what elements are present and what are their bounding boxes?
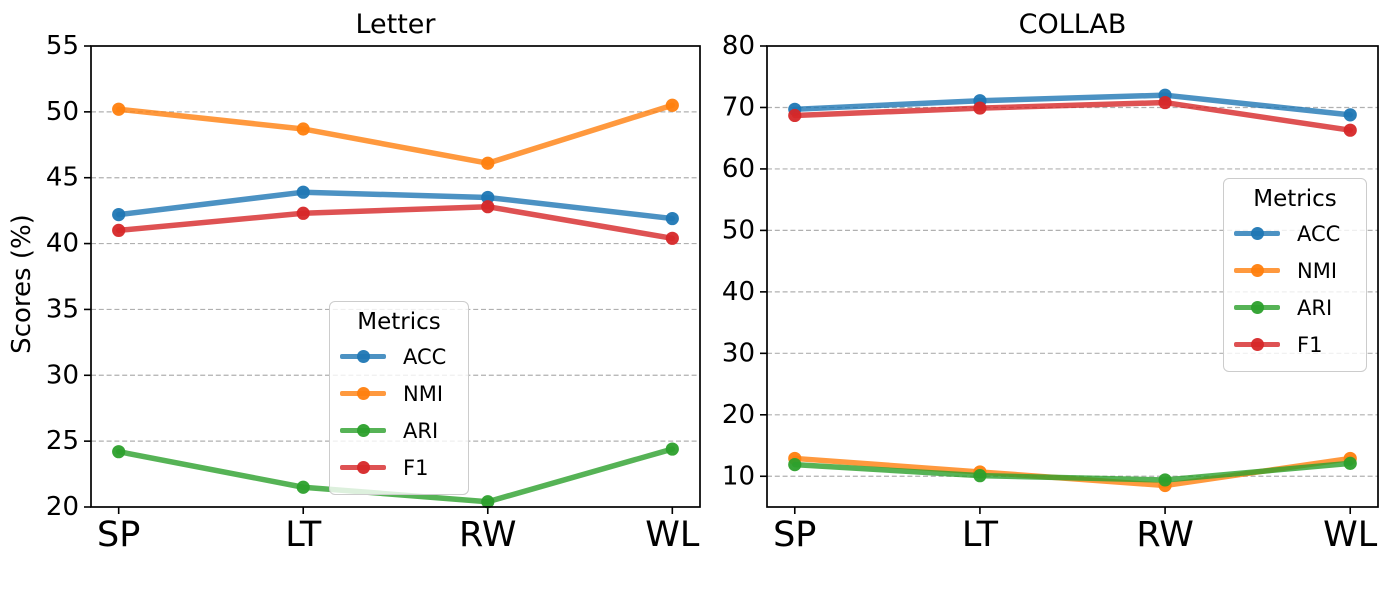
y-tick-label: 50 xyxy=(46,97,79,127)
legend-label: ARI xyxy=(1297,295,1333,320)
chart-title-collab: COLLAB xyxy=(1018,9,1127,40)
legend-item-nmi: NMI xyxy=(338,375,460,412)
legend-collab: Metrics ACC NMI ARI F1 xyxy=(1223,178,1367,372)
legend-title: Metrics xyxy=(357,309,441,335)
series-line-ari xyxy=(792,460,1353,483)
data-point-ari xyxy=(1158,473,1172,487)
data-point-f1 xyxy=(481,200,495,214)
data-point-ari xyxy=(112,445,126,459)
y-tick-label: 80 xyxy=(722,31,755,61)
legend-label: NMI xyxy=(1297,258,1338,283)
legend-swatch-ari xyxy=(1234,300,1280,315)
legend-marker-icon xyxy=(1250,338,1264,351)
legend-item-nmi: NMI xyxy=(1232,252,1358,289)
legend-label: ACC xyxy=(1297,221,1341,246)
legend-item-acc: ACC xyxy=(338,338,460,375)
data-point-nmi xyxy=(665,98,679,112)
series-line-nmi xyxy=(115,102,676,166)
x-tick-label: RW xyxy=(1136,515,1194,555)
legend-swatch-f1 xyxy=(340,460,386,475)
legend-label: ARI xyxy=(403,418,439,443)
x-tick-label: WL xyxy=(1323,515,1378,555)
legend-swatch-nmi xyxy=(1234,263,1280,278)
y-tick-label: 40 xyxy=(722,277,755,307)
data-point-f1 xyxy=(788,108,802,123)
legend-item-f1: F1 xyxy=(1232,326,1358,363)
legend-marker-icon xyxy=(356,461,370,474)
data-point-f1 xyxy=(1158,95,1172,110)
legend-item-f1: F1 xyxy=(338,449,460,486)
y-tick-label: 20 xyxy=(722,400,755,430)
axes-spines xyxy=(766,45,1379,508)
legend-label: ACC xyxy=(403,344,447,369)
legend-label: F1 xyxy=(1297,332,1323,357)
data-point-f1 xyxy=(1343,123,1357,137)
y-tick-label: 40 xyxy=(46,229,79,259)
y-tick-label: 25 xyxy=(46,426,79,456)
y-tick-label: 60 xyxy=(722,154,755,184)
data-point-acc xyxy=(481,190,495,205)
data-point-acc xyxy=(112,207,126,222)
legend-marker-icon xyxy=(356,424,370,437)
chart-title-letter: Letter xyxy=(355,9,436,40)
series-line-f1 xyxy=(115,203,676,242)
legend-title: Metrics xyxy=(1253,186,1337,212)
axes-spines xyxy=(90,45,701,508)
x-tick-label: SP xyxy=(773,515,816,555)
series-line-acc xyxy=(792,92,1353,118)
legend-item-ari: ARI xyxy=(338,412,460,449)
y-tick-label: 35 xyxy=(46,294,79,324)
x-tick-label: WL xyxy=(645,515,700,555)
data-point-f1 xyxy=(973,101,987,115)
legend-label: F1 xyxy=(403,455,429,480)
legend-swatch-f1 xyxy=(1234,337,1280,352)
legend-swatch-acc xyxy=(340,349,386,364)
data-point-nmi xyxy=(112,102,126,116)
x-tick-label: SP xyxy=(97,515,140,555)
legend-swatch-nmi xyxy=(340,386,386,401)
x-tick-label: LT xyxy=(285,515,322,555)
legend-marker-icon xyxy=(356,350,370,363)
data-point-f1 xyxy=(296,206,310,220)
data-point-acc xyxy=(1343,108,1357,122)
legend-label: NMI xyxy=(403,381,444,406)
series-line-acc xyxy=(115,189,676,222)
legend-item-acc: ACC xyxy=(1232,215,1358,252)
legend-marker-icon xyxy=(356,387,370,400)
data-point-acc xyxy=(296,185,310,199)
data-point-ari xyxy=(973,469,987,483)
data-point-f1 xyxy=(665,231,679,245)
data-point-ari xyxy=(481,495,495,509)
legend-swatch-acc xyxy=(1234,226,1280,241)
legend-item-ari: ARI xyxy=(1232,289,1358,326)
legend-swatch-ari xyxy=(340,423,386,438)
y-tick-label: 70 xyxy=(722,92,755,122)
data-point-ari xyxy=(296,480,310,494)
series-line-f1 xyxy=(792,99,1353,133)
legend-letter: Metrics ACC NMI ARI F1 xyxy=(329,301,469,495)
legend-marker-icon xyxy=(1250,264,1264,277)
y-tick-label: 30 xyxy=(722,338,755,368)
y-tick-label: 45 xyxy=(46,163,79,193)
y-tick-label: 30 xyxy=(46,360,79,390)
legend-marker-icon xyxy=(1250,301,1264,314)
data-point-f1 xyxy=(112,223,126,237)
y-tick-label: 50 xyxy=(722,215,755,245)
x-tick-label: LT xyxy=(962,515,999,555)
data-point-acc xyxy=(665,211,679,226)
y-axis-label: Scores (%) xyxy=(7,214,37,354)
data-point-ari xyxy=(665,442,679,456)
x-tick-label: RW xyxy=(459,515,517,555)
y-tick-label: 10 xyxy=(722,461,755,491)
y-tick-label: 55 xyxy=(46,31,79,61)
data-point-ari xyxy=(788,457,802,472)
data-point-nmi xyxy=(296,122,310,136)
data-point-nmi xyxy=(481,156,495,170)
y-tick-label: 20 xyxy=(46,492,79,522)
legend-marker-icon xyxy=(1250,227,1264,240)
data-point-ari xyxy=(1343,456,1357,470)
